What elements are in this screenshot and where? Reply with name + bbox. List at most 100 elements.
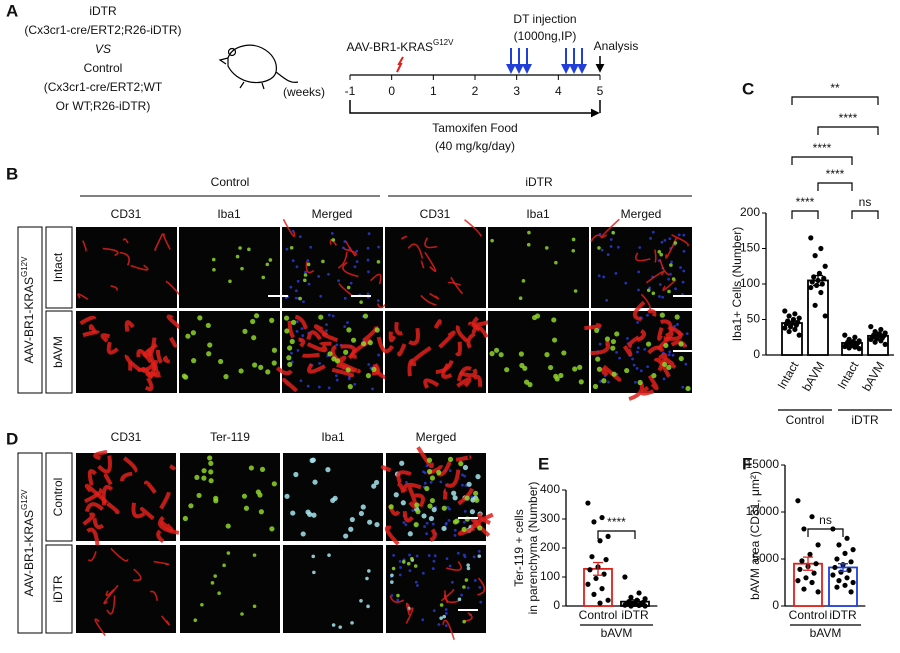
cell	[427, 503, 433, 509]
vessel	[124, 320, 135, 332]
cell	[637, 270, 641, 274]
cell	[399, 460, 405, 466]
y-tick-label: 200	[540, 540, 560, 554]
cell	[454, 518, 460, 524]
cell	[598, 342, 602, 346]
vessel	[143, 480, 157, 494]
row-label: Intact	[51, 252, 65, 282]
data-point	[852, 344, 858, 350]
cell	[423, 481, 427, 485]
cell	[188, 503, 194, 509]
cell	[479, 600, 483, 604]
y-tick-label: 0	[753, 347, 760, 361]
cell	[408, 569, 412, 573]
cell	[222, 563, 226, 568]
vessel	[445, 469, 461, 488]
cell	[330, 231, 334, 235]
cell	[307, 282, 311, 286]
vessel	[602, 364, 622, 382]
cell	[259, 466, 266, 473]
vessel	[158, 515, 180, 535]
vessel	[337, 355, 347, 365]
vector-sup: G12V	[433, 38, 454, 47]
data-point	[585, 500, 591, 506]
vessel	[402, 482, 422, 492]
cell	[659, 312, 665, 318]
vessel	[647, 345, 665, 355]
cell	[427, 554, 431, 557]
timeline-tick-label: 1	[430, 84, 437, 98]
cell	[289, 285, 293, 289]
cell	[636, 346, 640, 350]
vessel	[671, 234, 689, 247]
cell	[489, 351, 495, 357]
significance-label: ****	[796, 195, 815, 209]
vessel	[275, 366, 293, 376]
dt-arrows	[506, 48, 587, 74]
error-bar	[630, 599, 640, 605]
vessel	[319, 341, 332, 347]
cell	[265, 262, 270, 267]
cell	[346, 327, 352, 333]
x-tick-label: Control	[579, 608, 618, 622]
significance-label: ns	[859, 195, 872, 209]
y-tick-label: 0	[772, 598, 779, 612]
cell	[396, 593, 400, 598]
cell	[310, 457, 316, 463]
vessel	[429, 292, 440, 300]
vessel	[100, 333, 111, 343]
data-point	[844, 535, 850, 541]
vessel	[424, 251, 437, 273]
cell	[327, 272, 330, 276]
cell	[290, 510, 296, 516]
model-sup: G12V	[20, 489, 29, 510]
cell	[636, 321, 640, 324]
cell	[429, 480, 433, 484]
cell	[474, 497, 480, 503]
cell	[607, 380, 610, 384]
vessel	[660, 319, 673, 333]
y-tick-label: 5000	[752, 551, 779, 565]
vessel	[362, 326, 379, 343]
cell	[413, 564, 418, 568]
cell	[350, 337, 357, 343]
significance-label: ****	[607, 515, 626, 529]
cell	[578, 379, 584, 385]
cell	[190, 330, 196, 336]
vessel	[87, 469, 97, 486]
cell	[358, 510, 365, 517]
vector-label: AAV-BR1-KRASG12V	[347, 38, 455, 54]
cell	[309, 245, 313, 249]
cell	[360, 341, 367, 347]
cell	[444, 608, 448, 611]
data-point	[799, 558, 805, 564]
cell	[291, 319, 297, 325]
cell	[611, 371, 617, 377]
vessel	[82, 330, 100, 338]
data-point	[834, 584, 840, 590]
cell	[223, 374, 229, 380]
data-point	[593, 575, 599, 582]
column-label: Iba1	[526, 207, 550, 221]
vessel	[282, 377, 298, 393]
cell	[306, 262, 311, 267]
cell	[544, 352, 550, 358]
y-tick-label: 400	[540, 482, 560, 496]
cell	[248, 465, 254, 471]
vessel	[471, 316, 490, 327]
cell	[213, 574, 217, 578]
panel-letter: E	[538, 454, 549, 473]
cell	[306, 384, 310, 388]
cell	[466, 481, 472, 487]
micrograph	[376, 311, 490, 393]
cell	[341, 246, 345, 250]
cell	[269, 317, 275, 323]
cell	[402, 521, 406, 524]
dt-label: DT injection	[513, 12, 576, 26]
vessel	[155, 349, 164, 364]
model-text: AAV-BR1-KRAS	[22, 277, 36, 363]
cell	[365, 576, 369, 581]
data-point	[808, 235, 814, 241]
cell	[624, 281, 628, 285]
cell	[261, 275, 266, 280]
